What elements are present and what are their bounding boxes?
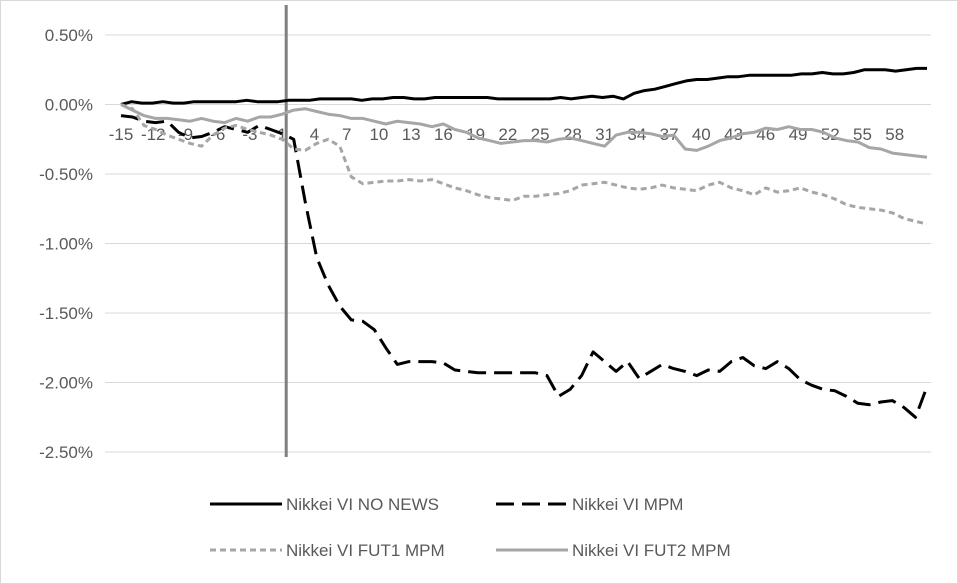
y-tick-label: 0.50% xyxy=(45,26,93,45)
x-tick-label: 22 xyxy=(498,125,517,144)
x-tick-label: 34 xyxy=(627,125,646,144)
x-tick-label: 40 xyxy=(692,125,711,144)
legend-label-2: Nikkei VI MPM xyxy=(572,495,683,514)
x-axis-tick-labels: -15 -12 -9 -6 -3 1 4 7 10 13 16 19 22 25 28 31 34 37 40 43 4… xyxy=(109,125,905,144)
series-lines xyxy=(120,5,929,457)
x-tick-label: -12 xyxy=(141,125,166,144)
x-tick-label: 55 xyxy=(853,125,872,144)
x-tick-label: 31 xyxy=(595,125,614,144)
y-tick-label: 0.00% xyxy=(45,96,93,115)
x-tick-label: 7 xyxy=(342,125,351,144)
legend-label-4: Nikkei VI FUT2 MPM xyxy=(572,541,731,560)
y-tick-label: -1.00% xyxy=(39,235,93,254)
x-tick-label: 10 xyxy=(369,125,388,144)
y-tick-label: -2.00% xyxy=(39,374,93,393)
x-tick-label: 58 xyxy=(885,125,904,144)
series-line-3 xyxy=(120,103,928,226)
x-tick-label: 1 xyxy=(277,125,286,144)
series-line-1 xyxy=(120,66,927,106)
gridlines xyxy=(105,34,931,453)
x-tick-label: 4 xyxy=(310,125,319,144)
y-tick-label: -2.50% xyxy=(39,443,93,462)
legend-label-3: Nikkei VI FUT1 MPM xyxy=(286,541,445,560)
y-tick-label: -0.50% xyxy=(39,165,93,184)
series-line-2 xyxy=(120,114,929,419)
legend-label-1: Nikkei VI NO NEWS xyxy=(286,495,439,514)
x-tick-label: -15 xyxy=(109,125,134,144)
y-axis-tick-labels: 0.50% 0.00% -0.50% -1.00% -1.50% -2.00% -2.50% xyxy=(39,26,93,462)
series-line-4 xyxy=(120,103,928,159)
x-tick-label: 16 xyxy=(434,125,453,144)
y-tick-label: -1.50% xyxy=(39,304,93,323)
x-tick-label: 13 xyxy=(402,125,421,144)
legend: Nikkei VI NO NEWS Nikkei VI MPM Nikkei VI … xyxy=(210,495,731,560)
